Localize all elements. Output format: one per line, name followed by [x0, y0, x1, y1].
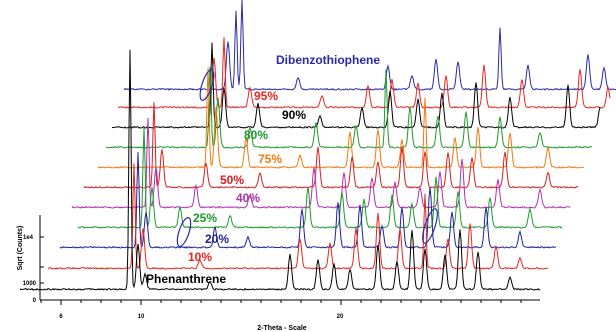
- series-trace-6: [97, 67, 585, 169]
- series-label: 10%: [188, 250, 212, 264]
- x-tick-label: 6: [59, 314, 63, 320]
- annotation-ellipses: [176, 69, 438, 247]
- series-trace-3: [77, 127, 563, 229]
- ellipse-marker: [176, 217, 192, 247]
- series-trace-4: [71, 117, 571, 209]
- series-trace-5: [83, 102, 579, 189]
- series-label: 25%: [193, 211, 217, 225]
- series-label: 50%: [220, 173, 244, 187]
- series-trace-7: [105, 66, 593, 149]
- series-traces: [19, 0, 616, 291]
- series-label: Phenanthrene: [146, 272, 226, 286]
- y-tick-label: 1e4: [23, 235, 34, 241]
- series-label: 95%: [254, 89, 278, 103]
- x-tick-label: 20: [337, 314, 344, 320]
- y-axis: 1e4 1000 0 Sqrt (Counts): [17, 215, 44, 304]
- series-label: 20%: [205, 232, 229, 246]
- series-label: 90%: [282, 108, 306, 122]
- x-axis: 6 10 20 2-Theta - Scale: [40, 299, 540, 332]
- y-axis-title: Sqrt (Counts): [17, 226, 24, 271]
- x-axis-minor-ticks: [40, 300, 522, 305]
- x-axis-title: 2-Theta - Scale: [257, 325, 307, 332]
- series-trace-0: [19, 49, 541, 291]
- series-label: 40%: [236, 191, 260, 205]
- series-trace-1: [47, 163, 549, 270]
- series-label: 80%: [244, 128, 268, 142]
- ellipse-marker: [422, 208, 438, 244]
- series-labels: Phenanthrene 10% 20% 25% 40% 50% 75% 80% 90% 95% D…: [146, 53, 380, 286]
- y-tick-label: 1000: [23, 281, 37, 287]
- x-tick-label: 10: [138, 314, 145, 320]
- series-trace-2: [59, 152, 557, 249]
- series-trace-10: [123, 0, 616, 91]
- series-trace-9: [117, 37, 611, 109]
- series-label: 75%: [258, 152, 282, 166]
- ellipse-marker: [199, 69, 215, 101]
- series-label: Dibenzothiophene: [276, 53, 380, 67]
- y-tick-label: 0: [33, 298, 37, 304]
